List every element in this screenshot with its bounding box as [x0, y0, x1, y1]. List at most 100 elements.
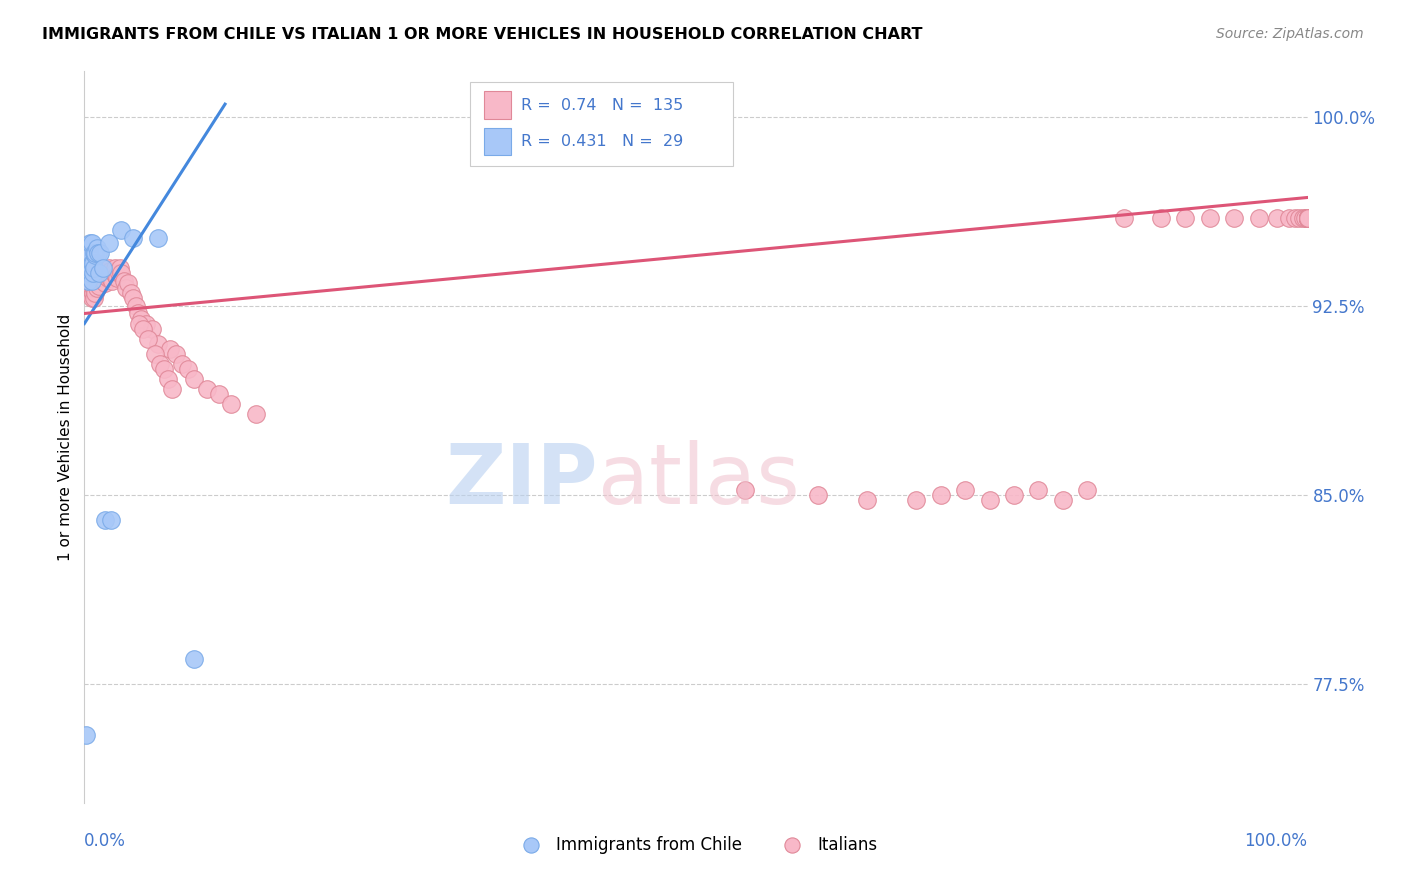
Point — [1265, 211, 1288, 225]
Point — [1296, 211, 1319, 225]
Point — [75, 728, 97, 742]
Bar — [484, 91, 512, 119]
Point — [77, 277, 100, 291]
Point — [146, 336, 169, 351]
Point — [172, 357, 194, 371]
Point — [1296, 211, 1319, 225]
Point — [83, 291, 105, 305]
Point — [77, 256, 100, 270]
Point — [83, 246, 105, 260]
Point — [90, 268, 112, 283]
Point — [101, 274, 124, 288]
Legend: Immigrants from Chile, Italians: Immigrants from Chile, Italians — [508, 829, 884, 860]
Point — [104, 261, 127, 276]
Point — [1002, 488, 1025, 502]
Point — [208, 387, 231, 401]
Point — [76, 274, 98, 288]
Point — [1174, 211, 1197, 225]
Text: 100.0%: 100.0% — [1244, 832, 1308, 850]
Point — [100, 268, 122, 283]
Point — [87, 268, 110, 283]
Point — [1296, 211, 1319, 225]
Point — [79, 266, 101, 280]
Point — [77, 266, 100, 280]
Text: 0.0%: 0.0% — [84, 832, 127, 850]
Point — [1028, 483, 1050, 497]
Point — [87, 278, 110, 293]
Point — [89, 263, 111, 277]
Point — [82, 271, 104, 285]
Point — [97, 271, 120, 285]
Point — [734, 483, 756, 497]
Point — [83, 261, 105, 276]
Point — [1114, 211, 1136, 225]
Point — [83, 261, 105, 276]
Point — [91, 261, 114, 276]
Point — [162, 382, 184, 396]
Point — [97, 261, 120, 276]
Point — [89, 271, 111, 285]
Point — [183, 652, 205, 666]
Point — [1294, 211, 1316, 225]
Point — [112, 274, 135, 288]
Point — [100, 513, 122, 527]
Point — [97, 266, 120, 280]
Point — [1247, 211, 1270, 225]
FancyBboxPatch shape — [470, 82, 733, 167]
Point — [110, 266, 132, 280]
Point — [103, 266, 125, 280]
Point — [1150, 211, 1173, 225]
Point — [1296, 211, 1319, 225]
Point — [1052, 493, 1074, 508]
Point — [153, 362, 176, 376]
Point — [1278, 211, 1301, 225]
Point — [83, 281, 105, 295]
Point — [245, 408, 267, 422]
Point — [98, 263, 121, 277]
Point — [97, 235, 120, 250]
Point — [80, 235, 103, 250]
Point — [79, 278, 101, 293]
Point — [1296, 211, 1319, 225]
Point — [1296, 211, 1319, 225]
Point — [86, 241, 108, 255]
Point — [1296, 211, 1319, 225]
Point — [108, 261, 131, 276]
Point — [125, 299, 148, 313]
Point — [149, 357, 172, 371]
Point — [141, 321, 163, 335]
Point — [135, 317, 157, 331]
Point — [82, 261, 104, 276]
Point — [1296, 211, 1319, 225]
Point — [86, 271, 108, 285]
Point — [84, 261, 107, 276]
Point — [1223, 211, 1246, 225]
Point — [115, 281, 138, 295]
Point — [1296, 211, 1319, 225]
Point — [1296, 211, 1319, 225]
Point — [83, 271, 105, 285]
Y-axis label: 1 or more Vehicles in Household: 1 or more Vehicles in Household — [58, 313, 73, 561]
Point — [94, 277, 117, 291]
Point — [953, 483, 976, 497]
Point — [1296, 211, 1319, 225]
Point — [98, 271, 121, 285]
Text: R =  0.431   N =  29: R = 0.431 N = 29 — [522, 134, 683, 149]
Point — [84, 246, 107, 260]
Point — [1296, 211, 1319, 225]
Point — [1288, 211, 1310, 225]
Point — [1296, 211, 1319, 225]
Point — [979, 493, 1001, 508]
Point — [80, 281, 103, 295]
Point — [1296, 211, 1319, 225]
Point — [1296, 211, 1319, 225]
Point — [91, 266, 114, 280]
Point — [1296, 211, 1319, 225]
Point — [79, 271, 101, 285]
Point — [1296, 211, 1319, 225]
Point — [159, 342, 181, 356]
Point — [82, 256, 104, 270]
Point — [77, 266, 100, 280]
Point — [856, 493, 879, 508]
Point — [80, 266, 103, 280]
